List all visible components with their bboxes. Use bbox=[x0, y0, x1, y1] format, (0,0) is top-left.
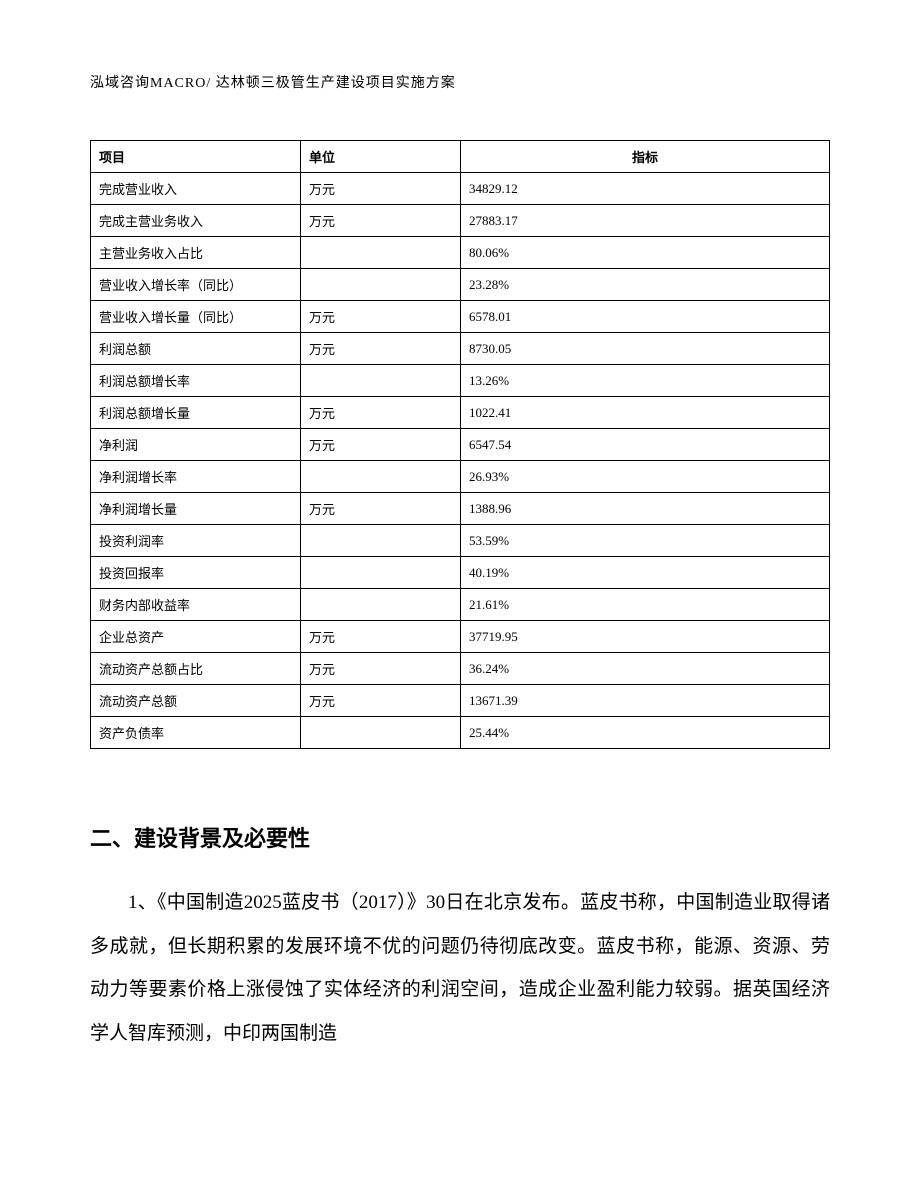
financial-table: 项目 单位 指标 完成营业收入万元34829.12完成主营业务收入万元27883… bbox=[90, 140, 830, 749]
cell-unit: 万元 bbox=[301, 685, 461, 717]
cell-metric: 13.26% bbox=[461, 365, 830, 397]
cell-unit bbox=[301, 557, 461, 589]
cell-metric: 6547.54 bbox=[461, 429, 830, 461]
table-row: 投资回报率 40.19% bbox=[91, 557, 830, 589]
cell-item: 完成主营业务收入 bbox=[91, 205, 301, 237]
cell-unit: 万元 bbox=[301, 333, 461, 365]
table-row: 企业总资产万元37719.95 bbox=[91, 621, 830, 653]
cell-item: 主营业务收入占比 bbox=[91, 237, 301, 269]
col-header-item: 项目 bbox=[91, 141, 301, 173]
cell-metric: 13671.39 bbox=[461, 685, 830, 717]
cell-item: 利润总额增长量 bbox=[91, 397, 301, 429]
table-row: 净利润增长率 26.93% bbox=[91, 461, 830, 493]
cell-unit bbox=[301, 525, 461, 557]
page: 泓域咨询MACRO/ 达林顿三极管生产建设项目实施方案 项目 单位 指标 完成营… bbox=[0, 0, 920, 1116]
table-row: 营业收入增长率（同比） 23.28% bbox=[91, 269, 830, 301]
table-row: 净利润增长量万元1388.96 bbox=[91, 493, 830, 525]
cell-item: 财务内部收益率 bbox=[91, 589, 301, 621]
table-row: 净利润万元6547.54 bbox=[91, 429, 830, 461]
col-header-unit: 单位 bbox=[301, 141, 461, 173]
cell-item: 营业收入增长量（同比） bbox=[91, 301, 301, 333]
table-body: 完成营业收入万元34829.12完成主营业务收入万元27883.17主营业务收入… bbox=[91, 173, 830, 749]
table-row: 完成主营业务收入万元27883.17 bbox=[91, 205, 830, 237]
table-header-row: 项目 单位 指标 bbox=[91, 141, 830, 173]
cell-item: 净利润增长率 bbox=[91, 461, 301, 493]
cell-unit: 万元 bbox=[301, 621, 461, 653]
cell-metric: 80.06% bbox=[461, 237, 830, 269]
cell-unit bbox=[301, 365, 461, 397]
cell-item: 净利润 bbox=[91, 429, 301, 461]
cell-unit bbox=[301, 589, 461, 621]
cell-metric: 36.24% bbox=[461, 653, 830, 685]
cell-item: 流动资产总额 bbox=[91, 685, 301, 717]
cell-metric: 27883.17 bbox=[461, 205, 830, 237]
cell-item: 净利润增长量 bbox=[91, 493, 301, 525]
cell-item: 投资回报率 bbox=[91, 557, 301, 589]
table-row: 流动资产总额万元13671.39 bbox=[91, 685, 830, 717]
cell-item: 营业收入增长率（同比） bbox=[91, 269, 301, 301]
table-row: 利润总额增长量万元1022.41 bbox=[91, 397, 830, 429]
cell-item: 投资利润率 bbox=[91, 525, 301, 557]
table-row: 主营业务收入占比 80.06% bbox=[91, 237, 830, 269]
cell-metric: 40.19% bbox=[461, 557, 830, 589]
paragraph-1: 1、《中国制造2025蓝皮书（2017）》30日在北京发布。蓝皮书称，中国制造业… bbox=[90, 881, 830, 1056]
cell-item: 流动资产总额占比 bbox=[91, 653, 301, 685]
cell-unit: 万元 bbox=[301, 173, 461, 205]
table-row: 利润总额增长率 13.26% bbox=[91, 365, 830, 397]
cell-unit bbox=[301, 717, 461, 749]
table-row: 资产负债率 25.44% bbox=[91, 717, 830, 749]
cell-metric: 21.61% bbox=[461, 589, 830, 621]
cell-item: 完成营业收入 bbox=[91, 173, 301, 205]
cell-unit: 万元 bbox=[301, 493, 461, 525]
cell-unit bbox=[301, 237, 461, 269]
cell-unit: 万元 bbox=[301, 205, 461, 237]
cell-item: 企业总资产 bbox=[91, 621, 301, 653]
cell-metric: 23.28% bbox=[461, 269, 830, 301]
cell-unit: 万元 bbox=[301, 653, 461, 685]
cell-metric: 1388.96 bbox=[461, 493, 830, 525]
col-header-metric: 指标 bbox=[461, 141, 830, 173]
cell-unit: 万元 bbox=[301, 397, 461, 429]
cell-metric: 6578.01 bbox=[461, 301, 830, 333]
page-header: 泓域咨询MACRO/ 达林顿三极管生产建设项目实施方案 bbox=[90, 72, 830, 92]
table-row: 利润总额万元8730.05 bbox=[91, 333, 830, 365]
table-row: 流动资产总额占比万元36.24% bbox=[91, 653, 830, 685]
cell-unit bbox=[301, 269, 461, 301]
cell-item: 资产负债率 bbox=[91, 717, 301, 749]
table-row: 财务内部收益率 21.61% bbox=[91, 589, 830, 621]
cell-item: 利润总额 bbox=[91, 333, 301, 365]
table-row: 投资利润率 53.59% bbox=[91, 525, 830, 557]
cell-metric: 26.93% bbox=[461, 461, 830, 493]
cell-unit bbox=[301, 461, 461, 493]
cell-metric: 53.59% bbox=[461, 525, 830, 557]
cell-metric: 8730.05 bbox=[461, 333, 830, 365]
cell-metric: 34829.12 bbox=[461, 173, 830, 205]
cell-metric: 25.44% bbox=[461, 717, 830, 749]
cell-unit: 万元 bbox=[301, 301, 461, 333]
cell-metric: 1022.41 bbox=[461, 397, 830, 429]
table-row: 营业收入增长量（同比）万元6578.01 bbox=[91, 301, 830, 333]
cell-unit: 万元 bbox=[301, 429, 461, 461]
table-row: 完成营业收入万元34829.12 bbox=[91, 173, 830, 205]
cell-item: 利润总额增长率 bbox=[91, 365, 301, 397]
section-title: 二、建设背景及必要性 bbox=[90, 821, 830, 853]
cell-metric: 37719.95 bbox=[461, 621, 830, 653]
